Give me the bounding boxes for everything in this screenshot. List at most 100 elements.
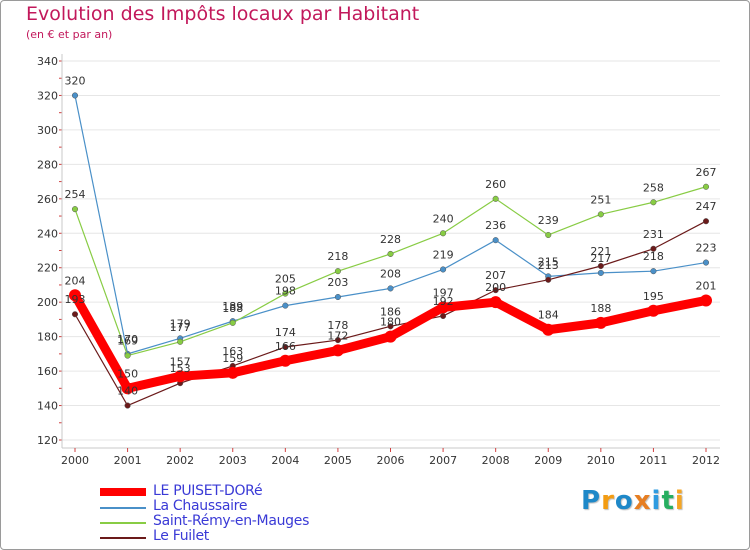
data-label: 189 bbox=[222, 300, 243, 313]
data-point bbox=[647, 304, 660, 317]
data-label: 174 bbox=[275, 326, 296, 339]
data-point bbox=[650, 245, 657, 252]
data-label: 172 bbox=[327, 329, 348, 342]
data-label: 213 bbox=[538, 259, 559, 272]
data-label: 218 bbox=[643, 250, 664, 263]
data-point bbox=[597, 262, 604, 270]
x-tick-label: 2012 bbox=[692, 454, 720, 467]
y-tick-label: 320 bbox=[37, 89, 58, 102]
data-label: 219 bbox=[433, 248, 454, 261]
data-label: 166 bbox=[275, 340, 296, 353]
data-label: 258 bbox=[643, 181, 664, 194]
data-label: 169 bbox=[117, 335, 138, 348]
x-tick-label: 2009 bbox=[534, 454, 562, 467]
legend-label: Le Fuilet bbox=[153, 528, 209, 544]
data-label: 184 bbox=[538, 309, 559, 322]
data-label: 180 bbox=[380, 316, 401, 329]
data-label: 231 bbox=[643, 228, 664, 241]
data-label: 192 bbox=[433, 295, 454, 308]
data-label: 163 bbox=[222, 345, 243, 358]
x-tick-label: 2002 bbox=[166, 454, 194, 467]
x-tick-label: 2004 bbox=[271, 454, 299, 467]
data-label: 200 bbox=[485, 281, 506, 294]
data-label: 159 bbox=[222, 352, 243, 365]
data-label: 179 bbox=[170, 317, 191, 330]
chart-title: Evolution des Impôts locaux par Habitant bbox=[26, 3, 420, 25]
y-axis-ticks: 120 140 160 180 200 220 240 260 280 300 320 340 bbox=[37, 55, 58, 447]
y-tick-label: 340 bbox=[37, 55, 58, 68]
x-tick-label: 2003 bbox=[219, 454, 247, 467]
data-point bbox=[440, 312, 447, 320]
data-labels: 204 150 157 159 166 172 180 197 200 184 188 195 201 3… bbox=[65, 74, 717, 397]
data-point bbox=[174, 370, 187, 383]
data-point bbox=[437, 301, 450, 314]
data-label: 267 bbox=[696, 166, 717, 179]
data-point bbox=[492, 287, 499, 294]
data-point bbox=[282, 302, 289, 309]
data-point bbox=[226, 366, 239, 379]
data-label: 320 bbox=[65, 74, 86, 87]
x-tick-label: 2005 bbox=[324, 454, 352, 467]
data-point bbox=[545, 231, 552, 239]
data-point bbox=[124, 402, 131, 409]
data-label: 208 bbox=[380, 267, 401, 280]
data-point bbox=[545, 276, 552, 283]
logo-letter: t bbox=[661, 486, 675, 516]
data-label: 204 bbox=[65, 274, 86, 287]
data-point bbox=[121, 382, 134, 395]
data-label: 247 bbox=[696, 200, 717, 213]
data-point bbox=[387, 323, 394, 330]
y-tick-label: 240 bbox=[37, 227, 58, 240]
x-tick-label: 2011 bbox=[639, 454, 667, 467]
legend-label: La Chaussaire bbox=[153, 498, 248, 514]
data-point bbox=[124, 352, 131, 359]
data-point bbox=[69, 289, 81, 302]
data-label: 157 bbox=[170, 355, 191, 368]
data-point bbox=[702, 183, 710, 190]
logo-letter: i bbox=[651, 486, 662, 516]
data-point bbox=[440, 230, 447, 237]
data-label: 188 bbox=[222, 302, 243, 315]
legend-swatch bbox=[100, 537, 146, 539]
y-tick-label: 220 bbox=[37, 262, 58, 275]
data-label: 198 bbox=[275, 285, 296, 298]
data-label: 239 bbox=[538, 214, 559, 227]
data-point bbox=[440, 266, 447, 273]
data-label: 260 bbox=[485, 178, 506, 191]
data-point bbox=[177, 338, 184, 345]
x-tick-label: 2001 bbox=[114, 454, 142, 467]
x-tick-label: 2010 bbox=[587, 454, 615, 467]
data-point bbox=[71, 92, 79, 99]
y-tick-label: 160 bbox=[37, 365, 58, 378]
y-tick-label: 200 bbox=[37, 296, 58, 309]
logo-letter: r bbox=[601, 486, 615, 516]
data-label: 215 bbox=[538, 255, 559, 268]
data-point bbox=[282, 290, 289, 297]
data-point bbox=[71, 206, 79, 213]
data-label: 178 bbox=[327, 319, 348, 332]
data-point bbox=[384, 330, 397, 343]
data-point bbox=[542, 323, 555, 336]
data-label: 205 bbox=[275, 273, 296, 286]
data-point bbox=[650, 268, 657, 275]
data-label: 221 bbox=[590, 245, 611, 258]
data-point bbox=[282, 343, 289, 351]
logo-letter: x bbox=[633, 486, 652, 516]
y-tick-label: 120 bbox=[37, 434, 58, 447]
data-point bbox=[594, 316, 607, 329]
legend-label: LE PUISET-DORé bbox=[153, 483, 263, 499]
x-tick-label: 2000 bbox=[61, 454, 89, 467]
y-tick-label: 140 bbox=[37, 400, 58, 413]
logo-letter: o bbox=[614, 486, 634, 516]
x-axis-ticks: 2000 2001 2002 2003 2004 2005 2006 2007 2008 2009… bbox=[61, 448, 720, 467]
data-label: 201 bbox=[696, 279, 717, 292]
axes bbox=[59, 54, 720, 449]
data-label: 195 bbox=[643, 290, 664, 303]
data-point bbox=[700, 294, 712, 307]
data-point bbox=[650, 199, 657, 206]
data-label: 203 bbox=[327, 276, 348, 289]
data-point bbox=[334, 337, 341, 344]
data-point bbox=[597, 269, 604, 276]
